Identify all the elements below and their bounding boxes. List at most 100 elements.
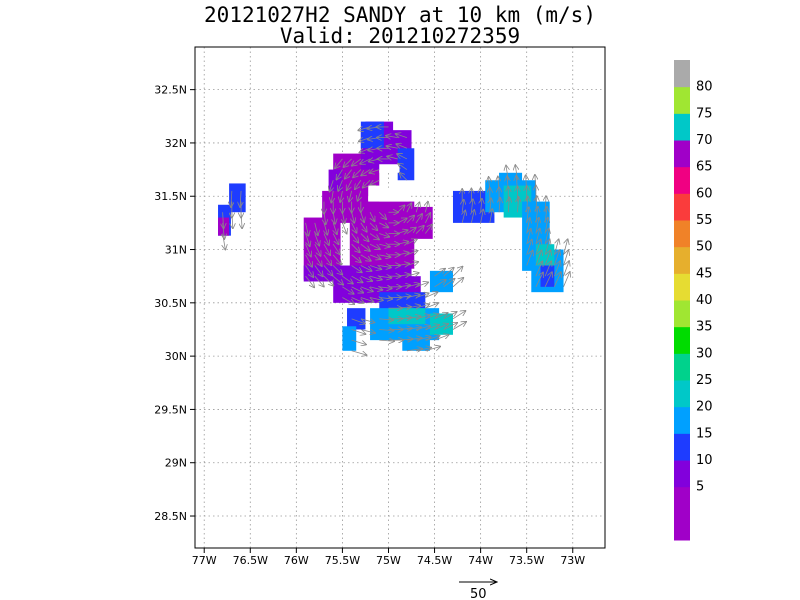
wind-vector [397, 264, 410, 266]
wind-vector [332, 275, 343, 284]
wind-vector [443, 279, 455, 288]
wind-vector [406, 284, 419, 287]
wind-vector [305, 275, 315, 287]
wind-vector [379, 298, 392, 299]
wind-vector [305, 265, 314, 277]
wind-vector [370, 212, 374, 221]
wind-vector [345, 169, 352, 179]
longitude-axis: 77W 76.5W 76W 75.5W 75W 74.5W 74W 73.5W 73W [192, 548, 585, 567]
colorbar-label: 70 [696, 133, 713, 148]
wind-vector [425, 292, 437, 298]
wind-vector [535, 229, 540, 245]
wind-vector [360, 222, 367, 232]
wind-vector [471, 210, 474, 223]
wind-vector [347, 180, 352, 190]
wind-vector [526, 240, 532, 255]
wind-vector [452, 311, 465, 320]
wind-vector [535, 273, 543, 288]
wind-vector [397, 274, 410, 276]
wind-vector [351, 222, 357, 233]
latitude-axis: 28.5N 29N 29.5N 30N 30.5N 31N 31.5N 32N 32.5N [154, 84, 195, 523]
wind-vector [370, 180, 380, 184]
wind-vector [349, 190, 352, 201]
wind-vector [332, 265, 342, 275]
colorbar-label: 20 [696, 400, 713, 415]
wind-vector [406, 349, 422, 351]
wind-vector [544, 272, 552, 288]
wind-vector [378, 211, 386, 219]
wind-vector [563, 272, 570, 287]
wind-vector [406, 295, 420, 298]
wind-vector [360, 286, 373, 291]
wind-vector [471, 199, 472, 213]
wind-vector [536, 207, 538, 223]
wind-vector [563, 239, 568, 255]
wind-vector [406, 239, 417, 245]
wind-vector [416, 304, 429, 308]
field-cell-center-body [393, 206, 433, 239]
colorbar-bin [674, 113, 690, 141]
colorbar-label: 65 [696, 160, 713, 175]
wind-vectors [223, 127, 570, 355]
wind-vector [406, 316, 421, 318]
wind-vector [462, 200, 464, 213]
wind-vector [526, 229, 531, 245]
wind-vector [323, 265, 332, 276]
wind-vector [397, 154, 408, 160]
wind-vector [508, 198, 509, 213]
wind-vector [351, 339, 366, 344]
wind-vector [443, 312, 457, 320]
wind-vector [397, 328, 412, 329]
lon-tick-label: 73.5W [509, 554, 544, 567]
wind-vector [481, 199, 482, 213]
wind-vector [416, 326, 430, 329]
wind-vector [407, 203, 411, 213]
wind-vector [379, 266, 391, 268]
wind-vector [397, 205, 405, 213]
wind-vector [544, 240, 550, 255]
wind-vector [351, 265, 362, 273]
wind-vector [369, 233, 379, 240]
wind-vector [231, 190, 232, 207]
wind-vector [397, 218, 407, 222]
colorbar-label: 45 [696, 266, 713, 281]
colorbar-bin [674, 300, 690, 328]
lon-tick-label: 74W [468, 554, 493, 567]
wind-vector [499, 198, 500, 213]
wind-vector [553, 261, 560, 277]
plot-frame [194, 46, 606, 549]
wind-vector [406, 228, 416, 234]
wind-vector [342, 212, 344, 223]
wind-vector [425, 225, 432, 234]
wind-vector [240, 190, 241, 207]
wind-vector [452, 322, 466, 330]
wind-vector [535, 251, 542, 266]
colorbar-bin [674, 380, 690, 408]
wind-vector [397, 296, 411, 297]
wind-vector [360, 329, 375, 332]
wind-vector [351, 286, 364, 293]
wind-vector [369, 255, 381, 259]
field-cell-north-band-blue [397, 148, 415, 181]
wind-vector [351, 318, 365, 324]
colorbar-label: 5 [696, 480, 704, 495]
wind-vector [360, 319, 374, 323]
colorbar-bin [674, 353, 690, 381]
map-grid [195, 47, 605, 548]
wind-vector [536, 218, 539, 234]
wind-vector [545, 196, 546, 213]
lon-tick-label: 73W [560, 554, 585, 567]
wind-vector [358, 190, 361, 201]
colorbar: 5 10 15 20 25 30 35 40 45 50 55 60 65 70 75 80 [674, 60, 713, 541]
lat-tick-label: 32N [165, 137, 187, 150]
wind-vector [369, 170, 380, 173]
wind-vector [416, 337, 430, 340]
wind-vector [406, 338, 422, 340]
field-gap [379, 164, 400, 173]
wind-vector [415, 282, 428, 288]
field-cell-south-blob-teal [429, 313, 453, 335]
lat-tick-label: 30N [165, 350, 187, 363]
wind-vector [545, 229, 549, 245]
wind-vector [498, 177, 499, 191]
wind-vector [535, 175, 536, 191]
